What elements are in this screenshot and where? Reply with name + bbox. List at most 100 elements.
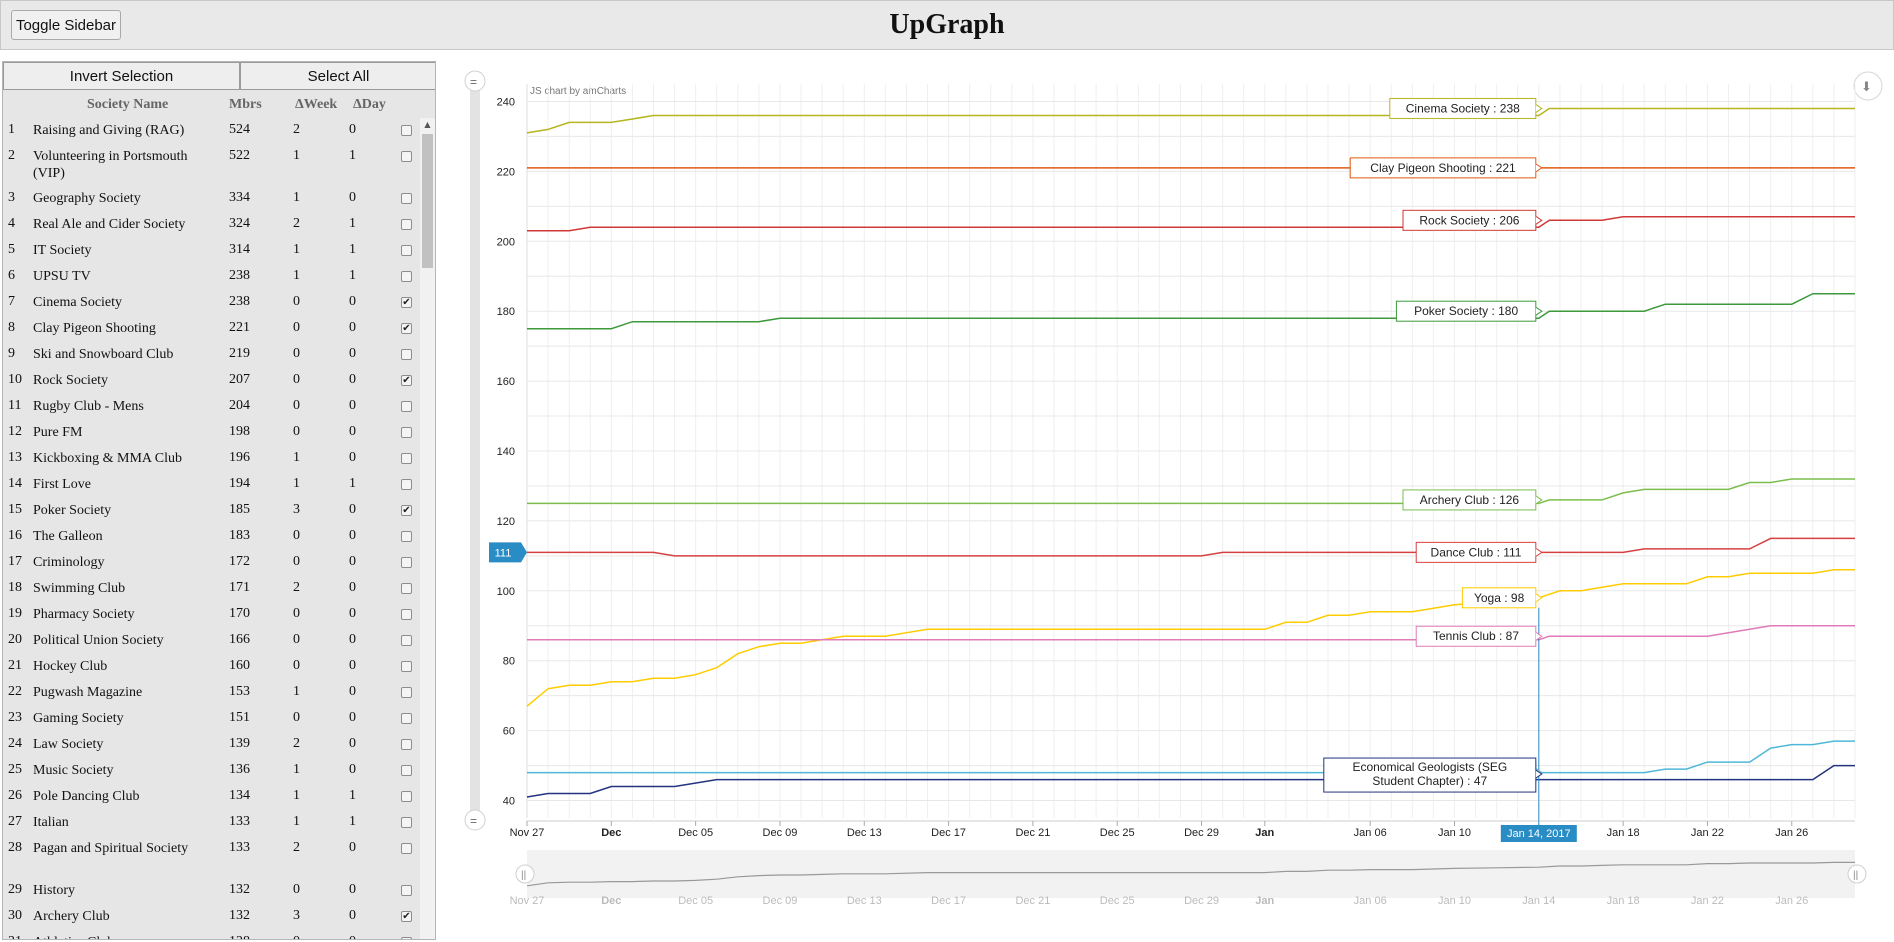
series-line-7[interactable]: [527, 625, 1855, 641]
row-checkbox[interactable]: [401, 125, 412, 136]
table-row[interactable]: 27 Italian 133 1 1: [3, 814, 419, 840]
row-index: 18: [8, 580, 22, 595]
value-zoom-handle-bottom[interactable]: [464, 809, 486, 831]
table-row[interactable]: 7 Cinema Society 238 0 0 ✔: [3, 294, 419, 320]
toggle-sidebar-button[interactable]: Toggle Sidebar: [11, 10, 121, 40]
table-row[interactable]: 24 Law Society 139 2 0: [3, 736, 419, 762]
row-checkbox[interactable]: ✔: [401, 505, 412, 516]
scrollbar-tick-label: Dec 17: [931, 895, 966, 907]
handle-grip-icon: =: [470, 814, 477, 828]
row-index: 7: [8, 294, 15, 309]
row-checkbox[interactable]: [401, 791, 412, 802]
table-row[interactable]: 18 Swimming Club 171 2 0: [3, 580, 419, 606]
row-checkbox[interactable]: [401, 401, 412, 412]
x-tick-label: Dec 13: [847, 827, 882, 839]
table-row[interactable]: 17 Criminology 172 0 0: [3, 554, 419, 580]
row-checkbox[interactable]: [401, 843, 412, 854]
row-checkbox[interactable]: [401, 635, 412, 646]
row-checkbox[interactable]: ✔: [401, 297, 412, 308]
value-zoom-handle-top[interactable]: [464, 70, 486, 92]
table-row[interactable]: 10 Rock Society 207 0 0 ✔: [3, 372, 419, 398]
row-checkbox[interactable]: [401, 427, 412, 438]
table-row[interactable]: 12 Pure FM 198 0 0: [3, 424, 419, 450]
row-checkbox[interactable]: ✔: [401, 375, 412, 386]
column-header-delta-week[interactable]: ΔWeek: [295, 97, 338, 112]
row-checkbox[interactable]: [401, 479, 412, 490]
table-row[interactable]: 3 Geography Society 334 1 0: [3, 190, 419, 216]
table-row[interactable]: 21 Hockey Club 160 0 0: [3, 658, 419, 684]
row-checkbox[interactable]: ✔: [401, 323, 412, 334]
delta-week: 0: [293, 658, 300, 673]
row-checkbox[interactable]: [401, 583, 412, 594]
scrollbar-tick-label: Dec 05: [678, 895, 713, 907]
society-name: IT Society: [33, 243, 92, 258]
table-row[interactable]: 2 Volunteering in Portsmouth (VIP) 522 1 1: [3, 148, 419, 190]
table-row[interactable]: 22 Pugwash Magazine 153 1 0: [3, 684, 419, 710]
column-header-members[interactable]: Mbrs: [229, 97, 262, 112]
series-line-3[interactable]: [527, 292, 1855, 330]
invert-selection-button[interactable]: Invert Selection: [3, 62, 240, 90]
row-checkbox[interactable]: [401, 937, 412, 939]
row-checkbox[interactable]: [401, 453, 412, 464]
row-checkbox[interactable]: [401, 765, 412, 776]
table-row[interactable]: 15 Poker Society 185 3 0 ✔: [3, 502, 419, 528]
table-row[interactable]: 5 IT Society 314 1 1: [3, 242, 419, 268]
series-line-0[interactable]: [526, 107, 1855, 134]
row-checkbox[interactable]: [401, 151, 412, 162]
row-index: 20: [8, 632, 22, 647]
table-row[interactable]: 4 Real Ale and Cider Society 324 2 1: [3, 216, 419, 242]
table-row[interactable]: 1 Raising and Giving (RAG) 524 2 0: [3, 122, 419, 148]
series-line-6[interactable]: [526, 569, 1855, 707]
row-checkbox[interactable]: [401, 349, 412, 360]
app-title: UpGraph: [889, 9, 1005, 40]
table-row[interactable]: 23 Gaming Society 151 0 0: [3, 710, 419, 736]
scroll-thumb[interactable]: [422, 134, 433, 268]
row-checkbox[interactable]: ✔: [401, 911, 412, 922]
row-checkbox[interactable]: [401, 739, 412, 750]
table-row[interactable]: 26 Pole Dancing Club 134 1 1: [3, 788, 419, 814]
row-checkbox[interactable]: [401, 817, 412, 828]
table-row[interactable]: 6 UPSU TV 238 1 1: [3, 268, 419, 294]
table-row[interactable]: 30 Archery Club 132 3 0 ✔: [3, 908, 419, 934]
row-checkbox[interactable]: [401, 531, 412, 542]
table-row[interactable]: 16 The Galleon 183 0 0: [3, 528, 419, 554]
table-row[interactable]: 29 History 132 0 0: [3, 882, 419, 908]
export-button[interactable]: [1853, 71, 1883, 101]
table-row[interactable]: 28 Pagan and Spiritual Society 133 2 0: [3, 840, 419, 882]
row-checkbox[interactable]: [401, 661, 412, 672]
table-row[interactable]: 9 Ski and Snowboard Club 219 0 0: [3, 346, 419, 372]
series-line-2[interactable]: [527, 216, 1855, 232]
scrollbar-handle-left[interactable]: [515, 864, 535, 884]
table-row[interactable]: 14 First Love 194 1 1: [3, 476, 419, 502]
table-row[interactable]: 20 Political Union Society 166 0 0: [3, 632, 419, 658]
series-line-4[interactable]: [527, 478, 1855, 505]
series-line-5[interactable]: [527, 537, 1855, 557]
table-row[interactable]: 8 Clay Pigeon Shooting 221 0 0 ✔: [3, 320, 419, 346]
series-line-9[interactable]: [526, 764, 1855, 798]
row-checkbox[interactable]: [401, 609, 412, 620]
member-count: 219: [229, 346, 250, 361]
chart-scrollbar[interactable]: [527, 850, 1855, 898]
row-checkbox[interactable]: [401, 885, 412, 896]
table-row[interactable]: 25 Music Society 136 1 0: [3, 762, 419, 788]
table-row[interactable]: 13 Kickboxing & MMA Club 196 1 0: [3, 450, 419, 476]
row-checkbox[interactable]: [401, 557, 412, 568]
row-checkbox[interactable]: [401, 271, 412, 282]
row-checkbox[interactable]: [401, 219, 412, 230]
table-row[interactable]: 11 Rugby Club - Mens 204 0 0: [3, 398, 419, 424]
column-header-society-name[interactable]: Society Name: [87, 97, 169, 112]
y-tick-label: 100: [497, 586, 515, 598]
row-index: 14: [8, 476, 22, 491]
scroll-up-arrow-icon[interactable]: ▲: [424, 120, 431, 129]
sidebar-scrollbar[interactable]: ▲: [420, 118, 435, 939]
row-checkbox[interactable]: [401, 193, 412, 204]
column-header-delta-day[interactable]: ΔDay: [353, 97, 386, 112]
scrollbar-handle-right[interactable]: [1847, 864, 1867, 884]
series-line-8[interactable]: [527, 740, 1855, 774]
row-checkbox[interactable]: [401, 245, 412, 256]
table-row[interactable]: 19 Pharmacy Society 170 0 0: [3, 606, 419, 632]
row-checkbox[interactable]: [401, 687, 412, 698]
row-checkbox[interactable]: [401, 713, 412, 724]
select-all-button[interactable]: Select All: [240, 62, 435, 90]
table-row[interactable]: 31 Athletics Club 128 0 0: [3, 934, 419, 939]
